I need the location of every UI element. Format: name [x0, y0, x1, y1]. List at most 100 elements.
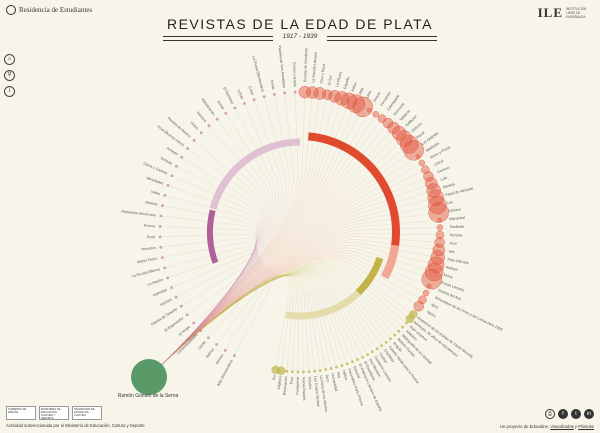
spoke-line: [353, 162, 422, 202]
magazine-node: [418, 159, 426, 167]
credits-pliosoke-link[interactable]: Pliosoke: [578, 424, 594, 429]
flow-curve: [148, 170, 294, 378]
residencia-logo-text: Residencia de Estudiantes: [19, 6, 93, 14]
spoke-line: [311, 292, 326, 370]
spoke-line: [311, 94, 328, 172]
flow-curve: [148, 275, 307, 378]
flow-curve: [148, 206, 259, 378]
flow-curve: [148, 198, 262, 378]
credits-sep: ,: [547, 424, 551, 429]
flow-curve: [148, 258, 262, 378]
spoke-line: [160, 233, 239, 238]
flow-curve: [148, 273, 324, 378]
flow-curve: [148, 242, 362, 378]
flow-curve: [148, 274, 317, 378]
magazine-node: [361, 355, 365, 359]
magazine-node: [160, 256, 164, 260]
spoke-line: [253, 99, 280, 174]
magazine-node: [242, 102, 246, 105]
search-icon[interactable]: ⚲: [4, 70, 15, 81]
info-icon[interactable]: i: [4, 86, 15, 97]
spoke-line: [324, 103, 357, 176]
spoke-line: [361, 227, 440, 231]
magazine-node: [371, 350, 374, 354]
credits-educaline[interactable]: Educaline: [529, 424, 548, 429]
magazine-label: Ciudad: [378, 352, 388, 364]
spoke-line: [208, 278, 260, 339]
magazine-node: [424, 262, 444, 282]
person-label[interactable]: Ramón Gómez de la Serna: [117, 393, 179, 399]
side-toolbar: ⌂ ⚲ i: [4, 54, 15, 97]
spoke-line: [333, 283, 378, 349]
magazine-label: Octubre: [307, 377, 312, 390]
credits-visualizados-link[interactable]: Visualizados: [550, 424, 574, 429]
magazine-node: [285, 369, 289, 373]
linkedin-icon[interactable]: in: [584, 409, 594, 419]
print-icon[interactable]: ⎙: [545, 409, 555, 419]
magazine-label: Martín Fierro: [137, 257, 158, 265]
magazine-label: Sintesis: [145, 200, 158, 206]
ministry-logos: GOBIERNO DE ESPAÑA MINISTERIO DE EDUCACI…: [6, 406, 102, 420]
magazine-node: [163, 194, 167, 197]
spoke-line: [201, 132, 257, 189]
spoke-line: [327, 287, 363, 358]
magazine-node: [163, 266, 167, 270]
magazine-node: [215, 117, 219, 121]
spoke-line: [162, 243, 240, 258]
spoke-line: [336, 118, 383, 182]
spoke-line: [301, 293, 304, 372]
magazine-label: Meseta: [443, 182, 455, 189]
spoke-line: [320, 290, 348, 364]
ministry-logo-1: GOBIERNO DE ESPAÑA: [6, 406, 36, 420]
flow-curve: [148, 233, 362, 378]
flow-curve: [148, 226, 362, 378]
flow-curve: [148, 245, 361, 378]
magazine-node: [296, 370, 300, 374]
magazine-label: Hermes: [160, 298, 173, 307]
magazine-node: [428, 195, 447, 215]
flow-curve: [148, 219, 361, 378]
magazine-label: Carmen: [437, 166, 450, 175]
magazine-node: [186, 147, 189, 150]
magazine-label: Brújula: [392, 341, 402, 352]
ile-logo[interactable]: ILE INSTITUCIÓN LIBRE DE ENSEÑANZA: [538, 5, 592, 21]
magazine-node: [430, 250, 445, 265]
flow-curve: [148, 271, 331, 378]
magazine-label: Crisol: [248, 86, 255, 96]
funding-text: Actividad subvencionada por el Ministeri…: [6, 423, 145, 428]
flow-curve: [148, 256, 355, 378]
spoke-line: [330, 110, 370, 179]
flow-curve: [148, 183, 340, 378]
magazine-label: Nueva España: [302, 377, 307, 401]
spoke-line: [315, 96, 335, 172]
magazine-node: [170, 286, 173, 290]
residencia-logo[interactable]: Residencia de Estudiantes: [6, 5, 92, 15]
twitter-icon[interactable]: t: [571, 409, 581, 419]
flow-curve: [148, 249, 258, 378]
flow-curve: [148, 170, 306, 378]
facebook-icon[interactable]: f: [558, 409, 568, 419]
spoke-line: [359, 190, 434, 214]
magazine-node: [232, 354, 236, 358]
credits: Un proyecto de Educaline, Visualizados y…: [500, 424, 594, 429]
flow-curve: [148, 272, 328, 378]
magazine-node: [401, 325, 405, 329]
spoke-line: [350, 268, 414, 315]
magazine-label: Síntesis: [160, 156, 173, 166]
flow-curve: [148, 170, 299, 378]
home-icon[interactable]: ⌂: [4, 54, 15, 65]
flow-curve: [148, 181, 337, 378]
flow-curve: [148, 188, 345, 378]
magazine-node: [415, 154, 421, 159]
spoke-line: [343, 132, 400, 189]
pink-arc-dark: [207, 209, 219, 264]
magazine-node: [329, 367, 333, 370]
magazine-node: [307, 370, 311, 374]
spoke-line: [361, 236, 440, 243]
magazine-label: Caballo Verde para la Poesía: [388, 345, 420, 384]
spoke-line: [171, 175, 244, 208]
magazine-node: [393, 333, 397, 337]
magazine-node: [158, 225, 162, 228]
spoke-line: [346, 138, 405, 191]
spoke-line: [341, 127, 394, 187]
